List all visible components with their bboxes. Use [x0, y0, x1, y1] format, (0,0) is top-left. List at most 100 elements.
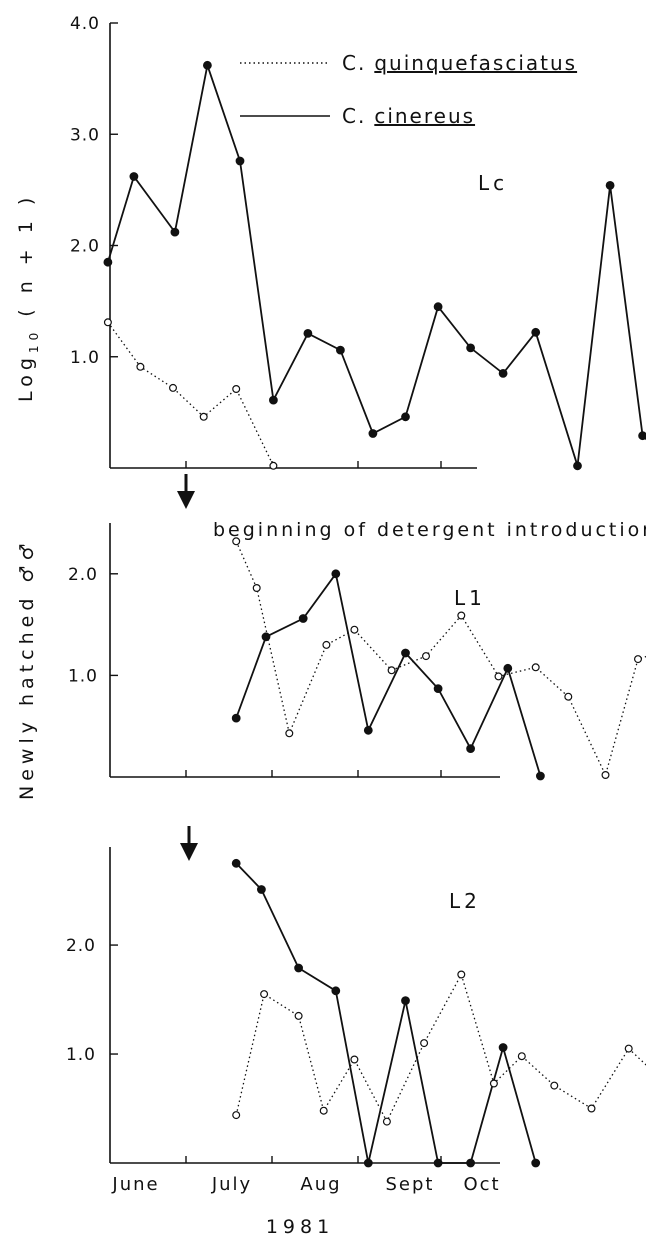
data-point-cinereus — [638, 431, 646, 441]
data-point-cinereus — [103, 257, 113, 267]
data-point-cinereus — [257, 885, 266, 894]
data-point-cinereus — [573, 461, 582, 471]
panel-label-l2: L2 — [449, 889, 481, 913]
data-point-quinquefasciatus — [517, 1052, 526, 1061]
x-axis-months: June July Aug Sept Oct — [111, 1174, 500, 1195]
data-point-quinquefasciatus — [457, 611, 466, 620]
data-point-quinquefasciatus — [387, 666, 396, 675]
y-tick-label: 3.0 — [70, 125, 100, 145]
data-point-cinereus — [433, 302, 443, 312]
data-point-cinereus — [466, 744, 476, 753]
data-point-cinereus — [433, 684, 443, 693]
data-point-cinereus — [261, 632, 271, 642]
series-line-cinereus — [235, 862, 537, 1164]
data-point-quinquefasciatus — [382, 1117, 391, 1126]
data-point-cinereus — [231, 713, 241, 723]
data-point-cinereus — [433, 1158, 443, 1168]
y-tick-label: 1.0 — [68, 666, 98, 686]
data-point-cinereus — [605, 180, 615, 190]
data-point-cinereus — [466, 1158, 476, 1168]
data-point-cinereus — [368, 429, 378, 438]
data-point-quinquefasciatus — [489, 1079, 498, 1088]
data-point-quinquefasciatus — [232, 537, 241, 546]
data-point-quinquefasciatus — [564, 692, 573, 701]
data-point-quinquefasciatus — [457, 970, 466, 979]
month-label: Aug — [300, 1174, 341, 1195]
series-line-cinereus — [107, 61, 646, 467]
data-point-quinquefasciatus — [269, 461, 278, 470]
series-line-quinquefasciatus — [107, 321, 274, 467]
data-point-cinereus — [331, 986, 341, 996]
data-point-cinereus — [170, 227, 180, 237]
data-point-quinquefasciatus — [494, 672, 503, 681]
data-point-cinereus — [401, 996, 410, 1005]
data-point-quinquefasciatus — [322, 640, 331, 649]
data-point-cinereus — [498, 369, 508, 378]
data-point-quinquefasciatus — [252, 583, 261, 592]
legend-item-quinquefasciatus: C. quinquefasciatus — [342, 51, 577, 75]
data-point-cinereus — [401, 412, 410, 422]
data-point-quinquefasciatus — [624, 1044, 633, 1053]
data-point-quinquefasciatus — [103, 318, 112, 327]
series-line-quinquefasciatus — [235, 972, 646, 1124]
legend-item-cinereus: C. cinereus — [342, 104, 475, 128]
month-label: Sept — [386, 1174, 435, 1195]
data-point-cinereus — [503, 663, 513, 673]
data-point-cinereus — [331, 569, 341, 579]
data-point-quinquefasciatus — [294, 1011, 303, 1020]
data-point-cinereus — [531, 1158, 541, 1168]
month-label: July — [211, 1174, 252, 1195]
panel-label-l1: L1 — [454, 586, 486, 610]
data-point-quinquefasciatus — [169, 383, 178, 392]
data-point-cinereus — [498, 1043, 508, 1052]
series-line-quinquefasciatus — [235, 541, 646, 777]
data-point-cinereus — [129, 172, 139, 181]
x-axis-year: 1981 — [266, 1216, 334, 1238]
data-point-cinereus — [336, 345, 345, 355]
data-point-quinquefasciatus — [633, 655, 642, 664]
data-point-cinereus — [303, 329, 313, 338]
data-point-quinquefasciatus — [350, 1055, 359, 1064]
data-point-quinquefasciatus — [422, 652, 431, 661]
data-point-cinereus — [536, 771, 545, 781]
y-tick-label: 4.0 — [70, 14, 100, 34]
data-point-quinquefasciatus — [285, 729, 294, 738]
data-point-cinereus — [294, 963, 304, 973]
data-point-quinquefasciatus — [232, 385, 241, 394]
y-tick-label: 2.0 — [66, 936, 96, 956]
data-point-quinquefasciatus — [199, 412, 208, 421]
month-label: Oct — [463, 1174, 500, 1195]
data-point-cinereus — [401, 648, 410, 658]
data-point-quinquefasciatus — [232, 1111, 241, 1120]
data-point-quinquefasciatus — [550, 1081, 559, 1090]
data-point-quinquefasciatus — [319, 1106, 328, 1115]
data-point-quinquefasciatus — [531, 663, 540, 672]
data-point-cinereus — [363, 725, 373, 735]
y-tick-label: 1.0 — [70, 348, 100, 368]
legend: C. quinquefasciatus C. cinereus — [240, 51, 577, 128]
data-point-quinquefasciatus — [601, 770, 610, 779]
data-point-cinereus — [269, 395, 278, 405]
data-point-cinereus — [298, 614, 308, 623]
data-point-quinquefasciatus — [260, 990, 269, 999]
data-point-quinquefasciatus — [420, 1039, 429, 1048]
data-point-cinereus — [531, 327, 541, 337]
data-point-cinereus — [231, 858, 241, 868]
y-tick-label: 1.0 — [66, 1045, 96, 1065]
y-tick-label: 2.0 — [68, 565, 98, 585]
month-label: June — [111, 1174, 159, 1195]
series-line-cinereus — [235, 571, 542, 777]
panel-label-lc: Lc — [478, 171, 508, 195]
data-point-cinereus — [202, 60, 212, 70]
data-point-cinereus — [235, 156, 245, 166]
y-tick-label: 2.0 — [70, 237, 100, 257]
y-axis-label-middle: Newly hatched ♂♂ — [16, 539, 38, 800]
data-point-quinquefasciatus — [587, 1104, 596, 1113]
data-point-cinereus — [466, 343, 476, 353]
data-point-quinquefasciatus — [136, 362, 145, 371]
y-axis-label-top: Log10 ( n + 1 ) — [15, 193, 41, 402]
data-point-quinquefasciatus — [350, 625, 359, 634]
data-point-cinereus — [363, 1158, 373, 1168]
detergent-annotation: beginning of detergent introduction — [213, 519, 646, 541]
